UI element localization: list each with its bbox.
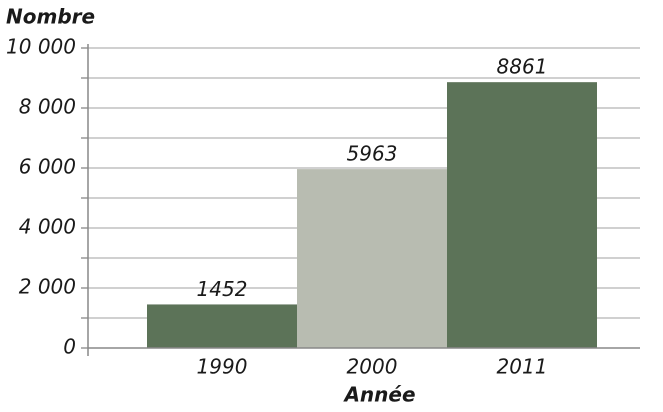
x-axis-title: Année (342, 383, 415, 407)
y-tick-label: 4 000 (19, 215, 76, 239)
bar (147, 304, 297, 348)
value-label: 5963 (347, 142, 398, 166)
y-tick-label: 6 000 (19, 155, 76, 179)
y-tick-label: 2 000 (19, 275, 76, 299)
y-axis-title: Nombre (6, 5, 95, 29)
x-tick-label: 2000 (347, 355, 398, 379)
bar (297, 169, 447, 348)
x-tick-label: 1990 (197, 355, 248, 379)
value-label: 1452 (197, 277, 248, 301)
bar (447, 82, 597, 349)
x-tick-label: 2011 (497, 355, 548, 379)
y-tick-label: 8 000 (19, 95, 76, 119)
value-label: 8861 (497, 55, 548, 79)
y-tick-label: 0 (63, 335, 76, 359)
y-tick-label: 10 000 (6, 35, 76, 59)
